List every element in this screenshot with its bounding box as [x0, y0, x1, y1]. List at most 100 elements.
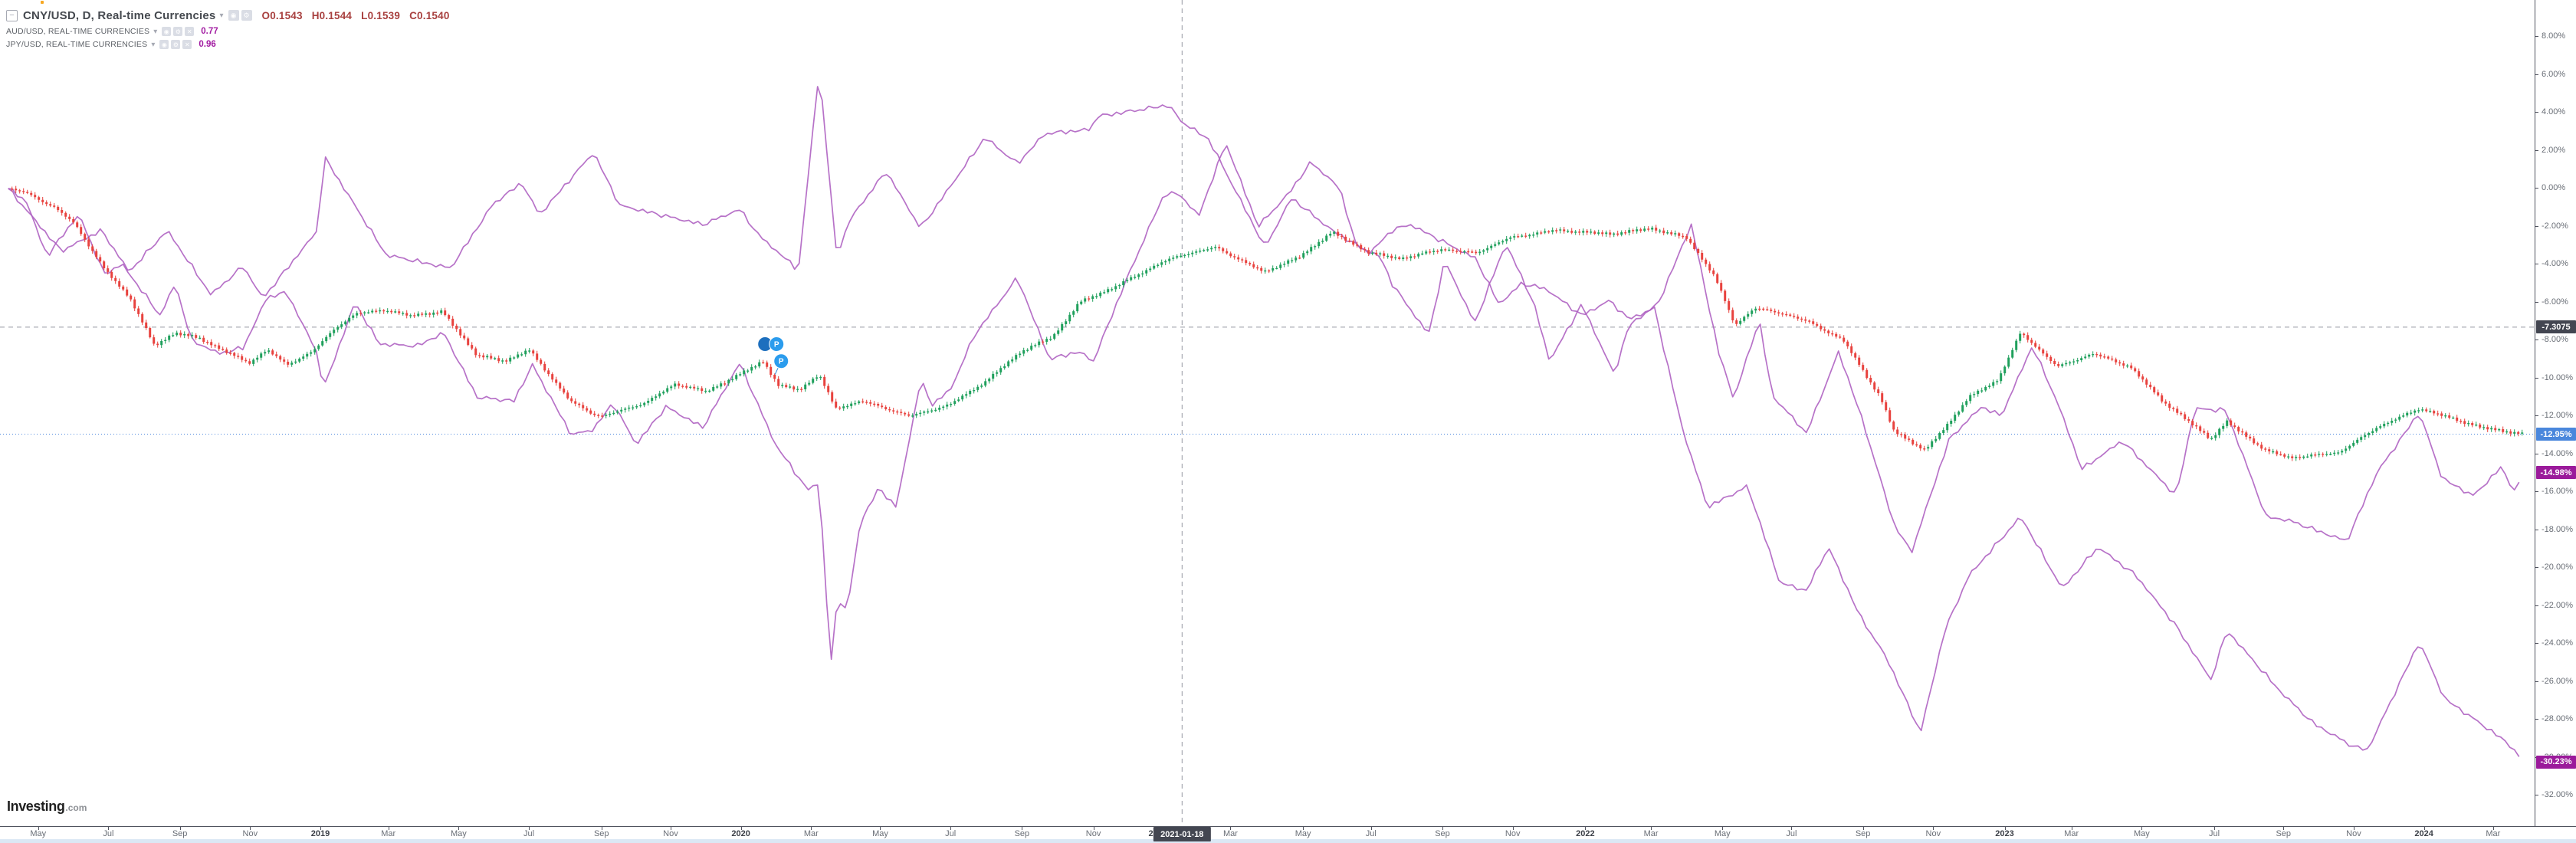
x-tick-label: May: [450, 829, 467, 838]
price-axis[interactable]: 8.00% 6.00% 4.00% 2.00% 0.00% -2.00% -4.00% -6.…: [2535, 0, 2576, 826]
y-tick-mark: [2535, 491, 2538, 492]
x-tick-label: Sep: [1435, 829, 1450, 838]
y-tick-mark: [2535, 301, 2538, 303]
crosshair-date-chip: 2021-01-18: [1153, 827, 1211, 841]
x-tick-label: May: [1295, 829, 1311, 838]
y-tick-label: 4.00%: [2542, 107, 2566, 116]
eye-icon[interactable]: ◉: [228, 10, 239, 21]
compare-value-aud: 0.77: [201, 27, 218, 36]
x-tick-mark: [811, 827, 812, 830]
compare-symbol-aud[interactable]: AUD/USD, REAL-TIME CURRENCIES: [6, 27, 150, 36]
cny-candles-down: [11, 189, 2520, 458]
x-tick-mark: [1585, 827, 1587, 830]
publication-marker-icon[interactable]: [773, 353, 789, 369]
x-tick-label: May: [872, 829, 888, 838]
chevron-down-icon[interactable]: ▾: [153, 27, 158, 36]
eye-icon[interactable]: ◉: [159, 40, 169, 49]
close-icon[interactable]: ✕: [182, 40, 192, 49]
x-tick-mark: [1442, 827, 1443, 830]
low-value: L0.1539: [361, 9, 401, 21]
x-tick-mark: [529, 827, 530, 830]
collapse-legend-icon[interactable]: −: [6, 9, 18, 21]
y-tick-label: -32.00%: [2542, 790, 2573, 799]
y-tick-mark: [2535, 74, 2538, 75]
x-tick-label: Nov: [1085, 829, 1101, 838]
y-tick-label: -22.00%: [2542, 600, 2573, 610]
x-tick-label: Nov: [1505, 829, 1521, 838]
cny-candle-wicks-down: [11, 185, 2519, 461]
y-tick-label: -16.00%: [2542, 487, 2573, 496]
x-tick-label-year: 2019: [310, 829, 330, 838]
x-tick-label: Nov: [663, 829, 678, 838]
x-tick-mark: [1791, 827, 1793, 830]
x-tick-mark: [1651, 827, 1652, 830]
y-tick-mark: [2535, 188, 2538, 189]
y-tick-mark: [2535, 149, 2538, 151]
y-tick-mark: [2535, 719, 2538, 720]
logo-brand-text: Investing: [7, 799, 65, 814]
y-tick-mark: [2535, 377, 2538, 379]
x-tick-mark: [1722, 827, 1724, 830]
y-tick-mark: [2535, 567, 2538, 568]
x-tick-label: Jul: [1365, 829, 1377, 838]
open-value: O0.1543: [261, 9, 303, 21]
eye-icon[interactable]: ◉: [162, 27, 172, 36]
chevron-down-icon[interactable]: ▾: [219, 11, 224, 20]
gear-icon[interactable]: ⚙: [241, 10, 252, 21]
high-value: H0.1544: [311, 9, 353, 21]
logo-tld-text: .com: [65, 802, 87, 813]
y-tick-label: -20.00%: [2542, 563, 2573, 572]
x-tick-mark: [950, 827, 952, 830]
chevron-down-icon[interactable]: ▾: [151, 40, 156, 49]
x-tick-mark: [250, 827, 251, 830]
bottom-toolbar-strip: [0, 838, 2576, 843]
x-tick-mark: [2141, 827, 2143, 830]
gear-icon[interactable]: ⚙: [171, 40, 181, 49]
x-tick-mark: [1862, 827, 1864, 830]
compare-symbol-jpy[interactable]: JPY/USD, REAL-TIME CURRENCIES: [6, 40, 148, 49]
x-tick-mark: [179, 827, 181, 830]
x-tick-label: Sep: [1014, 829, 1030, 838]
close-value: C0.1540: [409, 9, 450, 21]
y-tick-label: 6.00%: [2542, 69, 2566, 79]
y-tick-label: 0.00%: [2542, 183, 2566, 192]
time-axis[interactable]: May Jul Sep Nov 2019 Mar May Jul Sep Nov 2020 Mar Ma…: [0, 826, 2576, 839]
price-chip--14.98%: -14.98%: [2536, 466, 2576, 480]
y-tick-mark: [2535, 36, 2538, 37]
legend-compare-row-aud: AUD/USD, REAL-TIME CURRENCIES ▾ ◉ ⚙ ✕ 0.…: [6, 25, 459, 38]
y-tick-label: -8.00%: [2542, 335, 2568, 344]
x-tick-label: Sep: [1855, 829, 1871, 838]
legend-compare-row-jpy: JPY/USD, REAL-TIME CURRENCIES ▾ ◉ ⚙ ✕ 0.…: [6, 38, 459, 51]
x-tick-mark: [740, 827, 742, 830]
crosshair-price-chip: -7.3075: [2536, 320, 2576, 334]
x-tick-mark: [108, 827, 110, 830]
x-tick-mark: [2492, 827, 2494, 830]
x-tick-label: Mar: [803, 829, 819, 838]
y-tick-label: -12.00%: [2542, 411, 2573, 420]
x-tick-label-year: 2023: [1995, 829, 2014, 838]
y-tick-label: -14.00%: [2542, 448, 2573, 458]
y-tick-label: -24.00%: [2542, 638, 2573, 648]
publication-marker-icon[interactable]: [769, 336, 785, 352]
main-symbol-title[interactable]: CNY/USD, D, Real-time Currencies: [23, 8, 216, 22]
y-tick-label: 8.00%: [2542, 31, 2566, 41]
x-tick-label: Jul: [945, 829, 957, 838]
y-tick-mark: [2535, 339, 2538, 340]
x-tick-mark: [458, 827, 460, 830]
x-tick-label: Mar: [2486, 829, 2501, 838]
x-tick-mark: [1230, 827, 1232, 830]
x-tick-label-year: 2020: [731, 829, 750, 838]
y-tick-label: -28.00%: [2542, 714, 2573, 723]
y-tick-mark: [2535, 415, 2538, 416]
gear-icon[interactable]: ⚙: [173, 27, 183, 36]
close-icon[interactable]: ✕: [185, 27, 195, 36]
cny-candle-wicks-up: [161, 225, 2523, 461]
x-tick-label: Mar: [2064, 829, 2079, 838]
x-tick-label: Nov: [242, 829, 258, 838]
x-tick-mark: [1303, 827, 1304, 830]
compare-value-jpy: 0.96: [199, 40, 216, 49]
x-tick-label: Mar: [1222, 829, 1238, 838]
x-tick-label: Nov: [2346, 829, 2361, 838]
x-tick-mark: [320, 827, 321, 830]
